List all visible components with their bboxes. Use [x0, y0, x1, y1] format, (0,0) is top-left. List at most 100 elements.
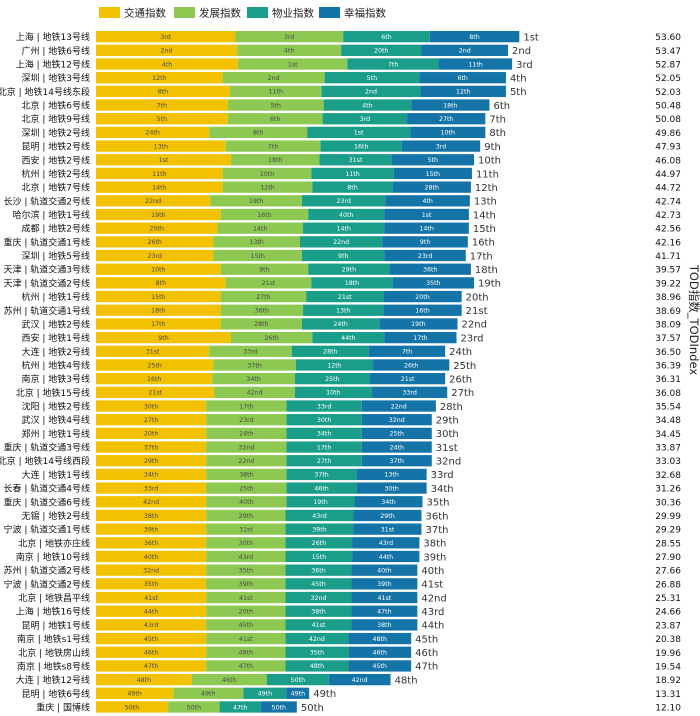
bar-segment-2	[206, 619, 286, 631]
segment-rank-label: 28th	[425, 184, 439, 191]
segment-rank-label: 35th	[144, 581, 158, 588]
row-label: 深圳 | 地铁2号线	[22, 127, 90, 139]
segment-rank-label: 13th	[384, 472, 398, 479]
overall-rank-label: 35th	[427, 498, 450, 509]
segment-rank-label: 50th	[272, 704, 286, 711]
segment-rank-label: 7th	[157, 102, 167, 109]
segment-rank-label: 50th	[187, 704, 201, 711]
total-index-value: 26.88	[655, 580, 681, 590]
total-index-value: 33.03	[655, 457, 681, 467]
total-index-value: 23.87	[655, 621, 681, 631]
segment-rank-label: 9th	[338, 253, 348, 260]
bar-segment-4	[354, 496, 423, 508]
bar-segment-2	[206, 496, 287, 508]
overall-rank-label: 40th	[421, 566, 444, 577]
segment-rank-label: 25th	[325, 376, 339, 383]
bar-segment-2	[220, 263, 309, 275]
overall-rank-label: 3rd	[516, 60, 533, 71]
bar-segment-4	[361, 455, 432, 467]
overall-rank-label: 45th	[415, 634, 438, 645]
segment-rank-label: 17th	[317, 444, 331, 451]
row-label: 沈阳 | 地铁2号线	[22, 401, 90, 413]
segment-rank-label: 39th	[239, 581, 253, 588]
row-label: 南京 | 地铁10号线	[16, 551, 90, 563]
bar-segment-4	[348, 632, 412, 645]
row-label: 西安 | 地铁2号线	[22, 154, 90, 166]
bar-segment-2	[230, 331, 313, 344]
bar-segment-4	[361, 414, 432, 426]
segment-rank-label: 24th	[390, 444, 404, 451]
bar-segment-1	[96, 578, 207, 590]
row-label: 长春 | 轨道交通4号线	[4, 483, 90, 495]
bar-segment-4	[383, 290, 462, 303]
segment-rank-label: 46th	[222, 677, 236, 684]
segment-rank-label: 49th	[291, 691, 305, 698]
bar-segment-2	[222, 72, 325, 84]
bar-segment-1	[96, 386, 215, 398]
segment-rank-label: 18th	[151, 308, 165, 315]
bar-segment-4	[372, 386, 448, 398]
bar-segment-1	[96, 701, 169, 713]
bar-segment-2	[206, 550, 286, 563]
segment-rank-label: 8th	[347, 184, 357, 191]
segment-rank-label: 46th	[144, 650, 158, 657]
overall-rank-label: 14th	[473, 210, 496, 221]
bar-segment-2	[214, 386, 295, 398]
segment-rank-label: 3rd	[360, 116, 370, 123]
bar-segment-4	[260, 701, 297, 713]
segment-rank-label: 8th	[158, 89, 168, 96]
segment-rank-label: 29th	[239, 513, 253, 520]
bar-segment-3	[286, 496, 355, 508]
total-index-value: 25.31	[655, 594, 681, 604]
overall-rank-label: 8th	[489, 128, 506, 139]
segment-rank-label: 44th	[341, 335, 355, 342]
bar-segment-1	[96, 345, 210, 357]
segment-rank-label: 37th	[247, 362, 261, 369]
bar-segment-2	[230, 154, 320, 166]
segment-rank-label: 26th	[404, 362, 418, 369]
bar-segment-3	[286, 455, 362, 467]
segment-rank-label: 40th	[144, 554, 158, 561]
segment-rank-label: 9th	[158, 335, 168, 342]
bar-segment-4	[410, 126, 486, 139]
bar-segment-3	[306, 290, 384, 303]
bar-segment-1	[96, 99, 228, 111]
segment-rank-label: 8th	[156, 280, 166, 287]
bar-segment-2	[213, 359, 296, 371]
total-index-value: 52.87	[655, 61, 681, 71]
row-label: 上海 | 地铁13号线	[16, 31, 90, 43]
segment-rank-label: 32nd	[238, 444, 254, 451]
bar-segment-3	[299, 236, 383, 248]
total-index-value: 32.68	[655, 471, 681, 481]
legend-label-3: 物业指数	[272, 7, 314, 20]
bar-segment-3	[266, 673, 329, 686]
bar-segment-3	[219, 701, 261, 713]
bar-segment-3	[294, 386, 373, 398]
bar-segment-4	[392, 181, 471, 193]
segment-rank-label: 47th	[377, 609, 391, 616]
row-label: 重庆 | 国博线	[36, 701, 90, 713]
bar-segment-4	[393, 167, 472, 180]
row-label: 昆明 | 地铁1号线	[22, 619, 90, 631]
segment-rank-label: 20th	[150, 225, 164, 232]
row-label: 无锡 | 地铁2号线	[22, 510, 90, 522]
total-index-value: 50.08	[655, 115, 681, 125]
segment-rank-label: 14th	[152, 184, 166, 191]
segment-rank-label: 23rd	[418, 253, 433, 260]
bar-segment-3	[286, 441, 362, 453]
row-label: 北京 | 地铁昌平线	[18, 592, 90, 604]
total-index-value: 42.74	[655, 197, 681, 207]
total-index-value: 44.97	[655, 170, 681, 180]
overall-rank-label: 47th	[415, 662, 438, 673]
overall-rank-label: 11th	[476, 169, 499, 180]
segment-rank-label: 35th	[239, 567, 253, 574]
total-index-value: 24.66	[655, 608, 681, 618]
segment-rank-label: 35th	[310, 650, 324, 657]
segment-rank-label: 13th	[336, 308, 350, 315]
overall-rank-label: 36th	[425, 511, 448, 522]
bar-segment-3	[286, 427, 362, 440]
segment-rank-label: 43rd	[312, 513, 327, 520]
bar-segment-3	[311, 277, 393, 289]
segment-rank-label: 15th	[151, 294, 165, 301]
